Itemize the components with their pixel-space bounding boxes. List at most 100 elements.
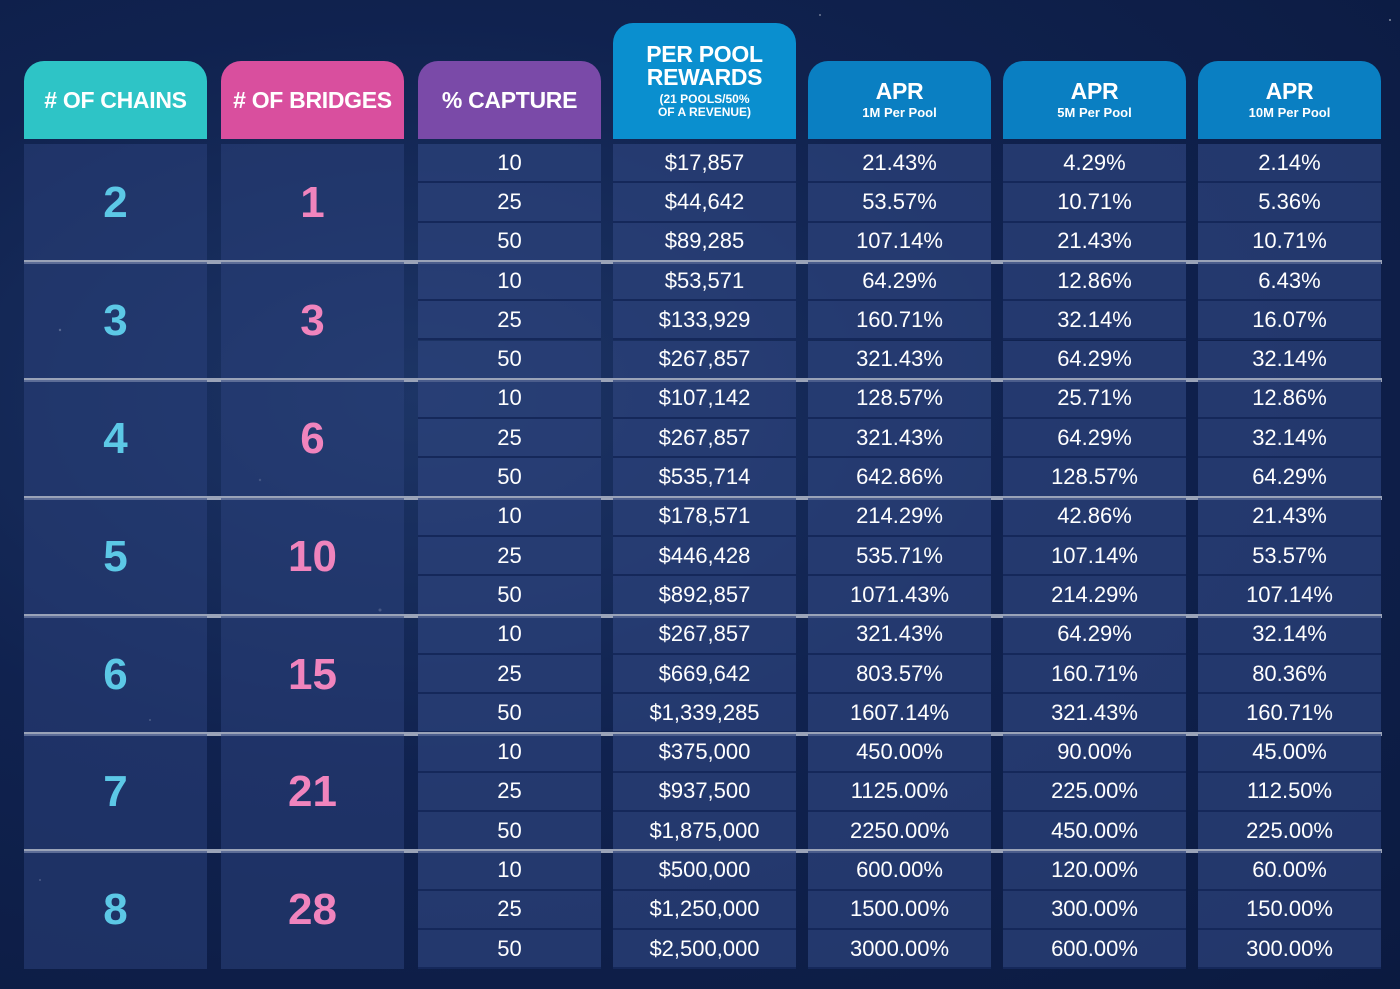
cell-apr1: 128.57% xyxy=(808,379,991,420)
header-chains: # OF CHAINS xyxy=(24,61,207,139)
cell-rewards: $267,857 xyxy=(613,615,796,655)
header-chains-label: # OF CHAINS xyxy=(44,86,187,113)
cell-apr3: 150.00% xyxy=(1198,890,1381,930)
cell-apr2: 32.14% xyxy=(1003,301,1186,341)
cell-apr1: 53.57% xyxy=(808,183,991,223)
cell-apr1: 450.00% xyxy=(808,733,991,773)
cell-apr2: 160.71% xyxy=(1003,654,1186,695)
cell-apr2: 64.29% xyxy=(1003,340,1186,380)
cell-apr1: 21.43% xyxy=(808,144,991,184)
cell-rewards: $375,000 xyxy=(613,733,796,773)
cell-capture: 25 xyxy=(418,301,601,341)
cell-rewards: $267,857 xyxy=(613,419,796,459)
cell-apr1: 535.71% xyxy=(808,537,991,577)
cell-apr2: 4.29% xyxy=(1003,144,1186,184)
cell-apr3: 5.36% xyxy=(1198,183,1381,223)
cell-rewards: $267,857 xyxy=(613,340,796,380)
header-apr-5m-sub: 5M Per Pool xyxy=(1057,105,1132,120)
cell-apr1: 642.86% xyxy=(808,458,991,498)
cell-apr3: 2.14% xyxy=(1198,144,1381,184)
cell-rewards: $133,929 xyxy=(613,301,796,341)
cell-rewards: $44,642 xyxy=(613,183,796,223)
cell-apr3: 12.86% xyxy=(1198,379,1381,420)
cell-apr1: 600.00% xyxy=(808,851,991,891)
header-capture-label: % CAPTURE xyxy=(441,86,578,113)
cell-apr3: 64.29% xyxy=(1198,458,1381,498)
cell-rewards: $17,857 xyxy=(613,144,796,184)
cell-apr2: 64.29% xyxy=(1003,419,1186,459)
cell-rewards: $2,500,000 xyxy=(613,930,796,970)
header-bridges-label: # OF BRIDGES xyxy=(233,86,392,113)
header-rewards-note-line2: OF A REVENUE) xyxy=(657,105,752,119)
cell-rewards: $1,875,000 xyxy=(613,812,796,852)
cell-rewards: $53,571 xyxy=(613,261,796,302)
cell-apr3: 112.50% xyxy=(1198,772,1381,813)
cell-apr3: 16.07% xyxy=(1198,301,1381,341)
cell-apr2: 10.71% xyxy=(1003,183,1186,223)
cell-apr3: 32.14% xyxy=(1198,419,1381,459)
cell-apr3: 300.00% xyxy=(1198,930,1381,970)
cell-apr3: 32.14% xyxy=(1198,615,1381,655)
cell-apr3: 10.71% xyxy=(1198,222,1381,262)
cell-apr2: 120.00% xyxy=(1003,851,1186,891)
header-apr-1m-title: APR xyxy=(875,78,924,104)
cell-rewards: $1,250,000 xyxy=(613,890,796,930)
cell-capture: 50 xyxy=(418,930,601,970)
bridges-value: 15 xyxy=(221,615,404,734)
cell-apr1: 1071.43% xyxy=(808,576,991,616)
cell-apr3: 6.43% xyxy=(1198,261,1381,302)
cell-apr3: 21.43% xyxy=(1198,497,1381,537)
chains-value: 3 xyxy=(24,261,207,380)
cell-apr1: 3000.00% xyxy=(808,930,991,970)
header-apr-10m-sub: 10M Per Pool xyxy=(1248,105,1331,120)
cell-capture: 50 xyxy=(418,576,601,616)
cell-apr2: 107.14% xyxy=(1003,537,1186,577)
chains-value: 2 xyxy=(24,144,207,262)
cell-rewards: $89,285 xyxy=(613,222,796,262)
chains-value: 5 xyxy=(24,497,207,616)
cell-apr1: 214.29% xyxy=(808,497,991,537)
cell-apr2: 214.29% xyxy=(1003,576,1186,616)
cell-apr2: 90.00% xyxy=(1003,733,1186,773)
header-rewards-line2: REWARDS xyxy=(646,64,763,90)
cell-apr2: 225.00% xyxy=(1003,772,1186,813)
cell-capture: 25 xyxy=(418,183,601,223)
header-apr-10m: APR 10M Per Pool xyxy=(1198,61,1381,139)
cell-apr3: 60.00% xyxy=(1198,851,1381,891)
header-rewards-note-line1: (21 POOLS/50% xyxy=(659,92,750,106)
cell-capture: 10 xyxy=(418,144,601,184)
cell-apr2: 12.86% xyxy=(1003,261,1186,302)
cell-apr1: 1500.00% xyxy=(808,890,991,930)
cell-rewards: $178,571 xyxy=(613,497,796,537)
cell-apr3: 107.14% xyxy=(1198,576,1381,616)
bridges-value: 10 xyxy=(221,497,404,616)
header-apr-5m: APR 5M Per Pool xyxy=(1003,61,1186,139)
cell-apr3: 32.14% xyxy=(1198,340,1381,380)
cell-apr2: 25.71% xyxy=(1003,379,1186,420)
cell-apr1: 1607.14% xyxy=(808,694,991,734)
cell-capture: 50 xyxy=(418,222,601,262)
cell-apr1: 107.14% xyxy=(808,222,991,262)
chains-value: 6 xyxy=(24,615,207,734)
cell-capture: 25 xyxy=(418,890,601,930)
cell-rewards: $107,142 xyxy=(613,379,796,420)
header-bridges: # OF BRIDGES xyxy=(221,61,404,139)
cell-apr2: 64.29% xyxy=(1003,615,1186,655)
cell-rewards: $500,000 xyxy=(613,851,796,891)
cell-capture: 50 xyxy=(418,458,601,498)
cell-capture: 10 xyxy=(418,379,601,420)
cell-capture: 10 xyxy=(418,497,601,537)
cell-capture: 25 xyxy=(418,654,601,695)
header-rewards-line1: PER POOL xyxy=(646,41,763,67)
cell-apr3: 80.36% xyxy=(1198,654,1381,695)
bridges-value: 1 xyxy=(221,144,404,262)
cell-capture: 10 xyxy=(418,261,601,302)
cell-rewards: $669,642 xyxy=(613,654,796,695)
cell-apr3: 225.00% xyxy=(1198,812,1381,852)
cell-apr1: 321.43% xyxy=(808,615,991,655)
chains-value: 7 xyxy=(24,733,207,852)
cell-apr3: 45.00% xyxy=(1198,733,1381,773)
cell-apr2: 42.86% xyxy=(1003,497,1186,537)
cell-rewards: $446,428 xyxy=(613,537,796,577)
